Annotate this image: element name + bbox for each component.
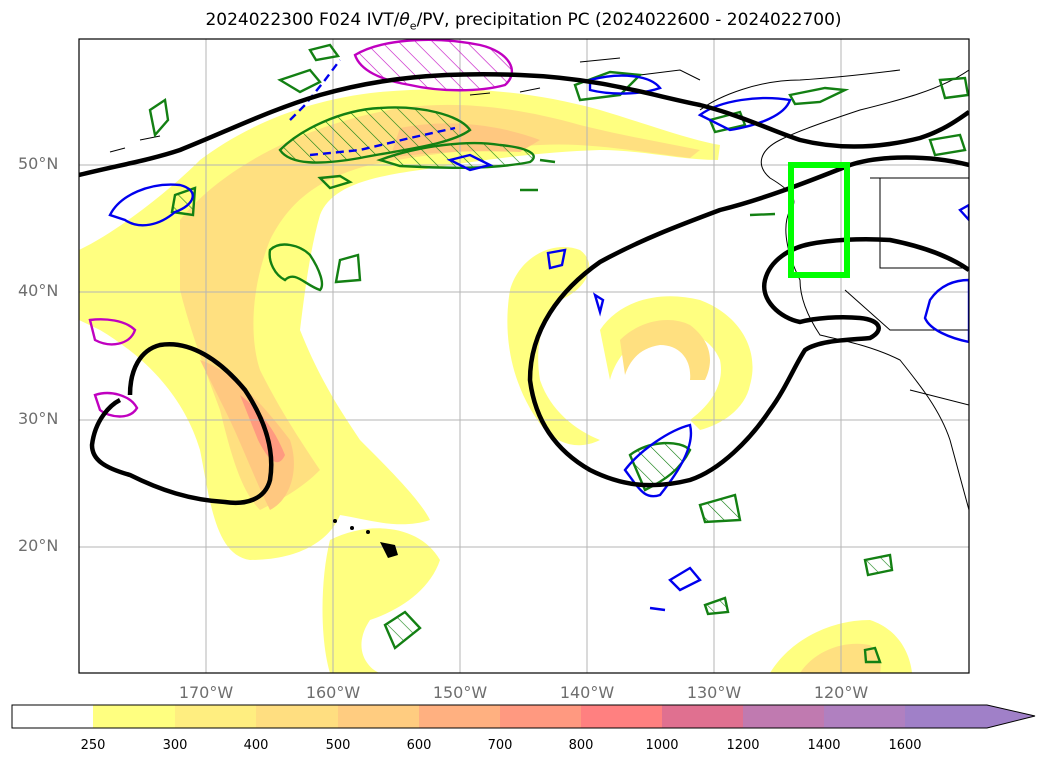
theta-e-contours (79, 72, 969, 505)
ivt-southwest (322, 528, 440, 673)
hawaii-islands (333, 519, 398, 558)
colorbar-tick-1000: 1000 (645, 738, 679, 753)
colorbar-tick-700: 700 (487, 738, 513, 753)
lon-label-120w: 120°W (813, 683, 869, 702)
coastline (109, 57, 969, 511)
colorbar-tick-1200: 1200 (726, 738, 760, 753)
colorbar (11, 704, 1036, 729)
colorbar-tick-1600: 1600 (888, 738, 922, 753)
lon-label-130w: 130°W (686, 683, 742, 702)
colorbar-tick-400: 400 (243, 738, 269, 753)
colorbar-tick-1400: 1400 (807, 738, 841, 753)
lat-label-20n: 20°N (18, 536, 59, 555)
colorbar-tick-600: 600 (406, 738, 432, 753)
lat-label-30n: 30°N (18, 409, 59, 428)
pv-blue-contours (108, 59, 969, 612)
ivt-west (79, 248, 130, 290)
ivt-south-2 (800, 643, 881, 673)
map-frame (78, 38, 970, 674)
ivt-band-north-2 (180, 104, 700, 510)
map-title: 2024022300 F024 IVT/θe/PV, precipitation… (205, 10, 842, 33)
lon-label-140w: 140°W (559, 683, 615, 702)
lat-label-50n: 50°N (18, 154, 59, 173)
lon-label-160w: 160°W (305, 683, 361, 702)
colorbar-tick-300: 300 (162, 738, 188, 753)
colorbar-tick-250: 250 (80, 738, 106, 753)
colorbar-tick-800: 800 (568, 738, 594, 753)
lon-label-170w: 170°W (178, 683, 234, 702)
pv-green-contours (148, 43, 969, 664)
colorbar-tick-500: 500 (325, 738, 351, 753)
lon-label-150w: 150°W (432, 683, 488, 702)
lat-label-40n: 40°N (18, 281, 59, 300)
target-region-box (788, 162, 850, 278)
ivt-swirl-3 (620, 320, 710, 380)
